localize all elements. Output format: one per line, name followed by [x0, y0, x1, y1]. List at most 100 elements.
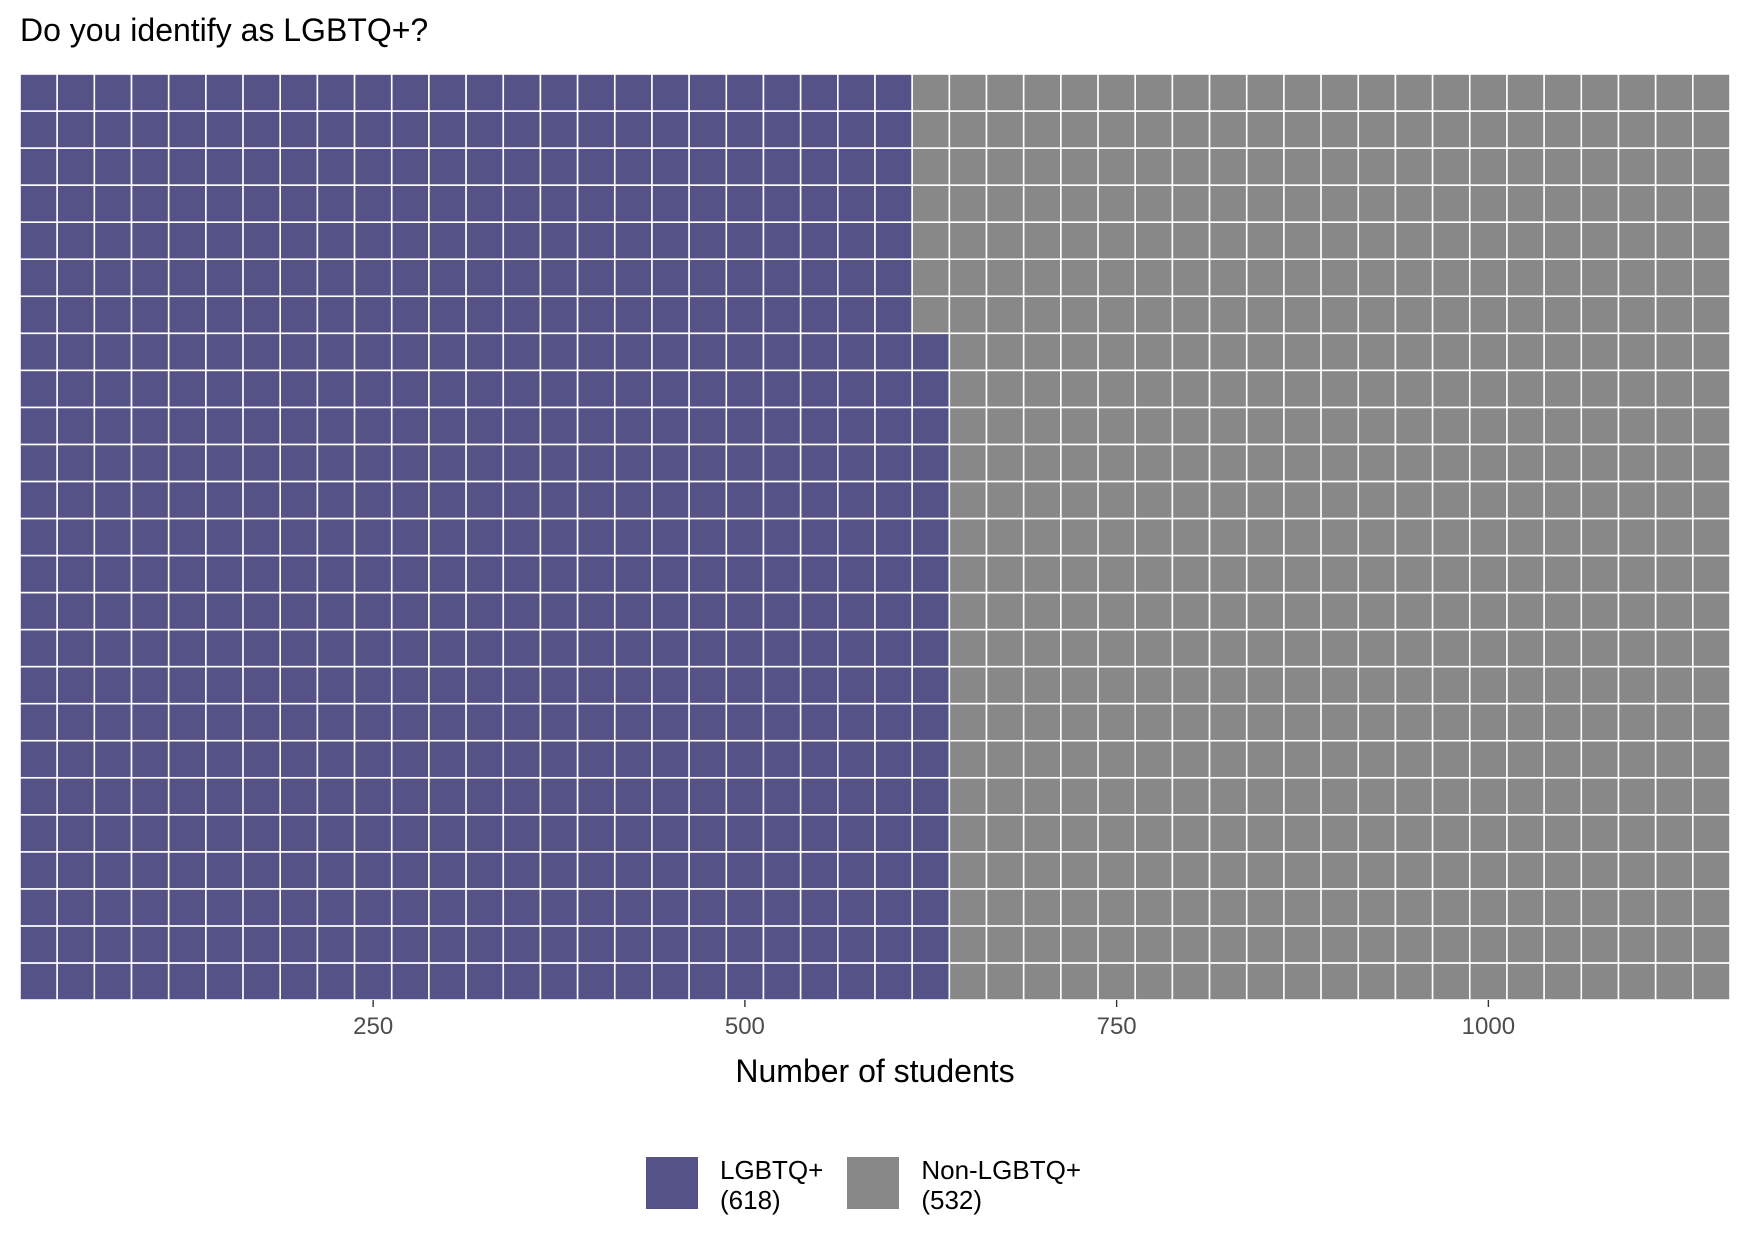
waffle-cell-non-lgbtq [1208, 110, 1248, 149]
waffle-cell-lgbtq [576, 517, 616, 557]
waffle-cell-lgbtq [688, 702, 728, 742]
waffle-cell-lgbtq [205, 369, 244, 409]
waffle-cell-non-lgbtq [1468, 221, 1508, 261]
waffle-cell-non-lgbtq [1171, 665, 1211, 705]
waffle-cell-non-lgbtq [1357, 110, 1397, 149]
waffle-cell-lgbtq [19, 406, 58, 446]
waffle-cell-non-lgbtq [1022, 962, 1062, 1001]
waffle-cell-lgbtq [242, 221, 282, 261]
waffle-cell-lgbtq [911, 628, 951, 668]
waffle-cell-lgbtq [502, 776, 542, 816]
waffle-cell-non-lgbtq [1283, 184, 1322, 223]
waffle-cell-non-lgbtq [1431, 295, 1471, 335]
waffle-cell-non-lgbtq [948, 184, 988, 223]
waffle-cell-lgbtq [837, 554, 876, 594]
waffle-cell-non-lgbtq [1357, 295, 1397, 335]
waffle-cell-lgbtq [428, 332, 467, 372]
waffle-cell-non-lgbtq [1692, 813, 1731, 853]
waffle-cell-non-lgbtq [1692, 517, 1731, 557]
waffle-cell-lgbtq [576, 554, 616, 594]
waffle-cell-lgbtq [167, 739, 207, 779]
waffle-cell-lgbtq [725, 443, 765, 483]
waffle-cell-lgbtq [465, 925, 505, 964]
waffle-cell-lgbtq [539, 776, 579, 816]
waffle-cell-non-lgbtq [1543, 554, 1583, 594]
waffle-cell-non-lgbtq [911, 73, 951, 112]
waffle-cell-lgbtq [316, 147, 356, 186]
waffle-cell-non-lgbtq [985, 888, 1025, 927]
waffle-cell-lgbtq [911, 813, 951, 853]
waffle-cell-lgbtq [465, 332, 505, 372]
waffle-cell-non-lgbtq [1245, 554, 1285, 594]
waffle-cell-lgbtq [93, 962, 133, 1001]
waffle-cell-non-lgbtq [1245, 739, 1285, 779]
waffle-cell-non-lgbtq [1208, 406, 1248, 446]
x-tick-label: 1000 [1462, 1013, 1515, 1040]
waffle-cell-non-lgbtq [1245, 851, 1285, 890]
waffle-cell-non-lgbtq [1283, 147, 1322, 186]
waffle-cell-non-lgbtq [1060, 147, 1099, 186]
waffle-cell-lgbtq [465, 776, 505, 816]
waffle-cell-lgbtq [688, 776, 728, 816]
waffle-cell-non-lgbtq [948, 628, 988, 668]
waffle-cell-lgbtq [279, 628, 319, 668]
waffle-cell-non-lgbtq [1394, 110, 1434, 149]
waffle-cell-non-lgbtq [1134, 73, 1174, 112]
waffle-cell-non-lgbtq [985, 517, 1025, 557]
waffle-cell-non-lgbtq [985, 369, 1025, 409]
waffle-cell-non-lgbtq [1097, 258, 1137, 298]
waffle-cell-non-lgbtq [1171, 369, 1211, 409]
waffle-cell-lgbtq [390, 702, 430, 742]
waffle-cell-non-lgbtq [1357, 776, 1397, 816]
waffle-cell-lgbtq [688, 258, 728, 298]
waffle-cell-lgbtq [837, 221, 876, 261]
waffle-cell-lgbtq [725, 739, 765, 779]
waffle-cell-lgbtq [874, 406, 913, 446]
waffle-cell-non-lgbtq [1617, 888, 1657, 927]
waffle-cell-non-lgbtq [1431, 110, 1471, 149]
waffle-cell-non-lgbtq [1171, 480, 1211, 520]
waffle-cell-non-lgbtq [1022, 739, 1062, 779]
waffle-cell-lgbtq [651, 295, 690, 335]
waffle-cell-non-lgbtq [1097, 776, 1137, 816]
waffle-cell-lgbtq [837, 888, 876, 927]
waffle-cell-lgbtq [688, 851, 728, 890]
waffle-cell-non-lgbtq [1654, 258, 1694, 298]
waffle-cell-non-lgbtq [1208, 628, 1248, 668]
waffle-cell-non-lgbtq [1283, 554, 1322, 594]
waffle-cell-non-lgbtq [1022, 295, 1062, 335]
waffle-cell-lgbtq [539, 369, 579, 409]
waffle-cell-lgbtq [205, 776, 244, 816]
waffle-cell-lgbtq [799, 184, 839, 223]
waffle-cell-lgbtq [56, 739, 96, 779]
waffle-cell-non-lgbtq [1022, 851, 1062, 890]
waffle-cell-lgbtq [799, 851, 839, 890]
waffle-cell-lgbtq [316, 295, 356, 335]
waffle-cell-lgbtq [93, 258, 133, 298]
waffle-cell-non-lgbtq [1394, 925, 1434, 964]
waffle-cell-non-lgbtq [1060, 110, 1099, 149]
waffle-cell-lgbtq [316, 369, 356, 409]
waffle-cell-lgbtq [874, 554, 913, 594]
waffle-cell-non-lgbtq [1022, 776, 1062, 816]
waffle-cell-lgbtq [762, 295, 802, 335]
waffle-cell-lgbtq [167, 888, 207, 927]
waffle-cell-non-lgbtq [1654, 369, 1694, 409]
waffle-cell-lgbtq [428, 184, 467, 223]
waffle-cell-non-lgbtq [1654, 776, 1694, 816]
waffle-cell-non-lgbtq [1060, 406, 1099, 446]
waffle-cell-lgbtq [390, 554, 430, 594]
waffle-cell-non-lgbtq [1506, 591, 1545, 631]
waffle-cell-lgbtq [56, 73, 96, 112]
waffle-cell-non-lgbtq [1357, 628, 1397, 668]
waffle-cell-non-lgbtq [1022, 184, 1062, 223]
waffle-cell-lgbtq [353, 443, 393, 483]
waffle-cell-lgbtq [725, 147, 765, 186]
waffle-cell-lgbtq [316, 591, 356, 631]
waffle-cell-lgbtq [353, 554, 393, 594]
waffle-cell-non-lgbtq [1692, 554, 1731, 594]
waffle-cell-lgbtq [502, 73, 542, 112]
waffle-cell-lgbtq [576, 184, 616, 223]
waffle-cell-non-lgbtq [948, 443, 988, 483]
waffle-cell-non-lgbtq [1580, 110, 1620, 149]
